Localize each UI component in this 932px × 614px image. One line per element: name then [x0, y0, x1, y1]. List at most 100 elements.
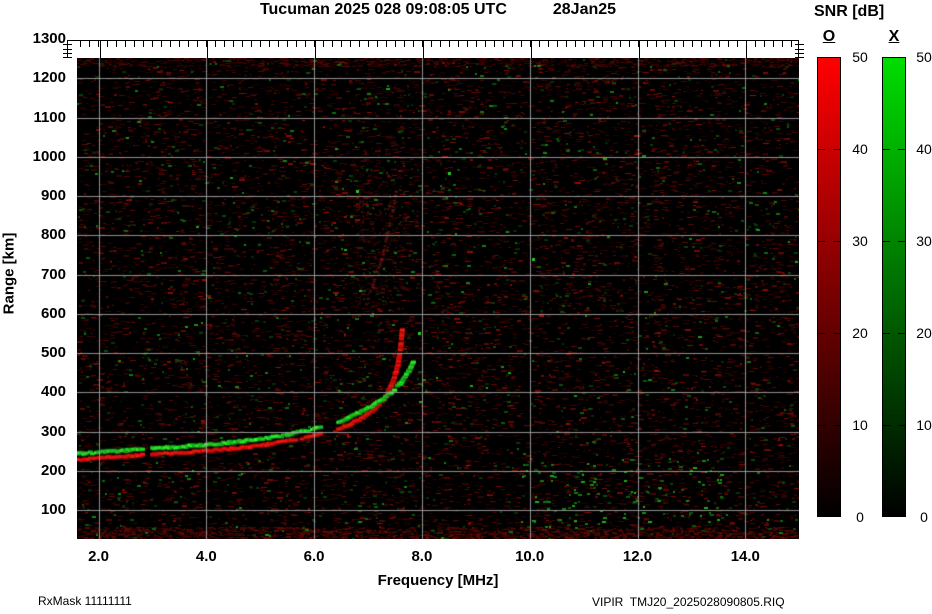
range-ruler-tick — [795, 53, 804, 54]
minor-frequency-tick — [134, 41, 135, 47]
title-station-time: Tucuman 2025 028 09:08:05 UTC — [259, 1, 507, 18]
colorbar-tick-dash — [833, 333, 840, 334]
title-date: 28Jan25 — [552, 1, 617, 18]
minor-frequency-tick — [737, 41, 738, 47]
minor-frequency-tick — [431, 41, 432, 47]
x-tick-label: 6.0 — [303, 548, 325, 565]
frequency-tick-band — [63, 40, 804, 58]
minor-frequency-tick — [440, 41, 441, 47]
rxmask-text: RxMask 11111111 — [38, 594, 132, 608]
minor-frequency-tick — [611, 41, 612, 47]
minor-frequency-tick — [539, 41, 540, 47]
minor-frequency-tick — [314, 41, 315, 47]
minor-frequency-tick — [143, 41, 144, 47]
x-colorbar-tick-label: 10 — [916, 417, 932, 433]
minor-frequency-tick — [206, 41, 207, 47]
range-ruler-tick — [63, 44, 72, 45]
colorbar-tick-dash — [833, 149, 840, 150]
major-frequency-tick — [315, 41, 317, 58]
x-colorbar-tick-label: 20 — [916, 325, 932, 341]
y-axis-label: Range [km] — [0, 232, 18, 315]
y-tick-label: 1200 — [32, 69, 66, 87]
colorbar-tick-dash — [818, 149, 825, 150]
y-tick-label: 1100 — [33, 108, 66, 126]
minor-frequency-tick — [773, 41, 774, 47]
minor-frequency-tick — [674, 41, 675, 47]
x-tick-label: 14.0 — [730, 548, 760, 565]
colorbar-tick-dash — [883, 333, 890, 334]
major-frequency-tick — [530, 41, 532, 58]
colorbar-tick-dash — [898, 241, 905, 242]
minor-frequency-tick — [575, 41, 576, 47]
minor-frequency-tick — [359, 41, 360, 47]
colorbar-tick-dash — [898, 333, 905, 334]
major-frequency-tick — [746, 41, 748, 58]
colorbar-tick-dash — [818, 333, 825, 334]
minor-frequency-tick — [512, 41, 513, 47]
minor-frequency-tick — [413, 41, 414, 47]
minor-frequency-tick — [602, 41, 603, 47]
minor-frequency-tick — [278, 41, 279, 47]
minor-frequency-tick — [170, 41, 171, 47]
range-ruler-tick — [795, 57, 804, 58]
minor-frequency-tick — [476, 41, 477, 47]
minor-frequency-tick — [197, 41, 198, 47]
o-colorbar-tick-label: 40 — [852, 141, 868, 157]
range-ruler-tick — [795, 44, 804, 45]
o-colorbar-tick-label: 50 — [852, 49, 868, 65]
y-tick-label: 600 — [40, 304, 66, 322]
colorbar-title: SNR [dB] — [814, 3, 885, 20]
range-ruler-tick — [63, 48, 72, 50]
colorbar-tick-dash — [883, 149, 890, 150]
x-mode-colorbar — [882, 57, 906, 517]
y-tick-label: 1000 — [32, 147, 66, 165]
y-tick-label: 100 — [40, 501, 66, 518]
minor-frequency-tick — [89, 41, 90, 47]
minor-frequency-tick — [80, 41, 81, 47]
minor-frequency-tick — [665, 41, 666, 47]
minor-frequency-tick — [350, 41, 351, 47]
minor-frequency-tick — [728, 41, 729, 47]
minor-frequency-tick — [593, 41, 594, 47]
x-mode-label: X — [888, 28, 900, 45]
minor-frequency-tick — [791, 41, 792, 47]
minor-frequency-tick — [467, 41, 468, 47]
minor-frequency-tick — [395, 41, 396, 47]
minor-frequency-tick — [566, 41, 567, 47]
x-colorbar-tick-label: 30 — [916, 233, 932, 249]
minor-frequency-tick — [548, 41, 549, 47]
y-tick-label: 800 — [40, 226, 66, 244]
minor-frequency-tick — [503, 41, 504, 47]
range-ruler-tick — [63, 53, 72, 54]
minor-frequency-tick — [386, 41, 387, 47]
range-ruler-tick — [795, 48, 804, 50]
minor-frequency-tick — [449, 41, 450, 47]
data-filename-text: VIPIR TMJ20_2025028090805.RIQ — [592, 595, 785, 609]
o-mode-colorbar — [817, 57, 841, 517]
minor-frequency-tick — [683, 41, 684, 47]
colorbar-tick-dash — [898, 149, 905, 150]
major-frequency-tick — [99, 41, 101, 58]
minor-frequency-tick — [782, 41, 783, 47]
x-tick-label: 4.0 — [195, 548, 217, 565]
x-colorbar-tick-label: 50 — [916, 49, 932, 65]
minor-frequency-tick — [188, 41, 189, 47]
minor-frequency-tick — [557, 41, 558, 47]
minor-frequency-tick — [323, 41, 324, 47]
minor-frequency-tick — [755, 41, 756, 47]
minor-frequency-tick — [710, 41, 711, 47]
minor-frequency-tick — [458, 41, 459, 47]
y-tick-label: 700 — [40, 265, 66, 283]
x-axis-label: Frequency [MHz] — [377, 572, 499, 589]
o-mode-label: O — [822, 28, 836, 45]
y-tick-label: 900 — [40, 187, 66, 204]
y-tick-label: 500 — [40, 344, 66, 361]
colorbar-tick-dash — [833, 425, 840, 426]
minor-frequency-tick — [251, 41, 252, 47]
o-colorbar-tick-label: 10 — [852, 417, 868, 433]
minor-frequency-tick — [224, 41, 225, 47]
minor-frequency-tick — [269, 41, 270, 47]
minor-frequency-tick — [116, 41, 117, 47]
x-colorbar-tick-label: 0 — [920, 509, 928, 525]
minor-frequency-tick — [719, 41, 720, 47]
